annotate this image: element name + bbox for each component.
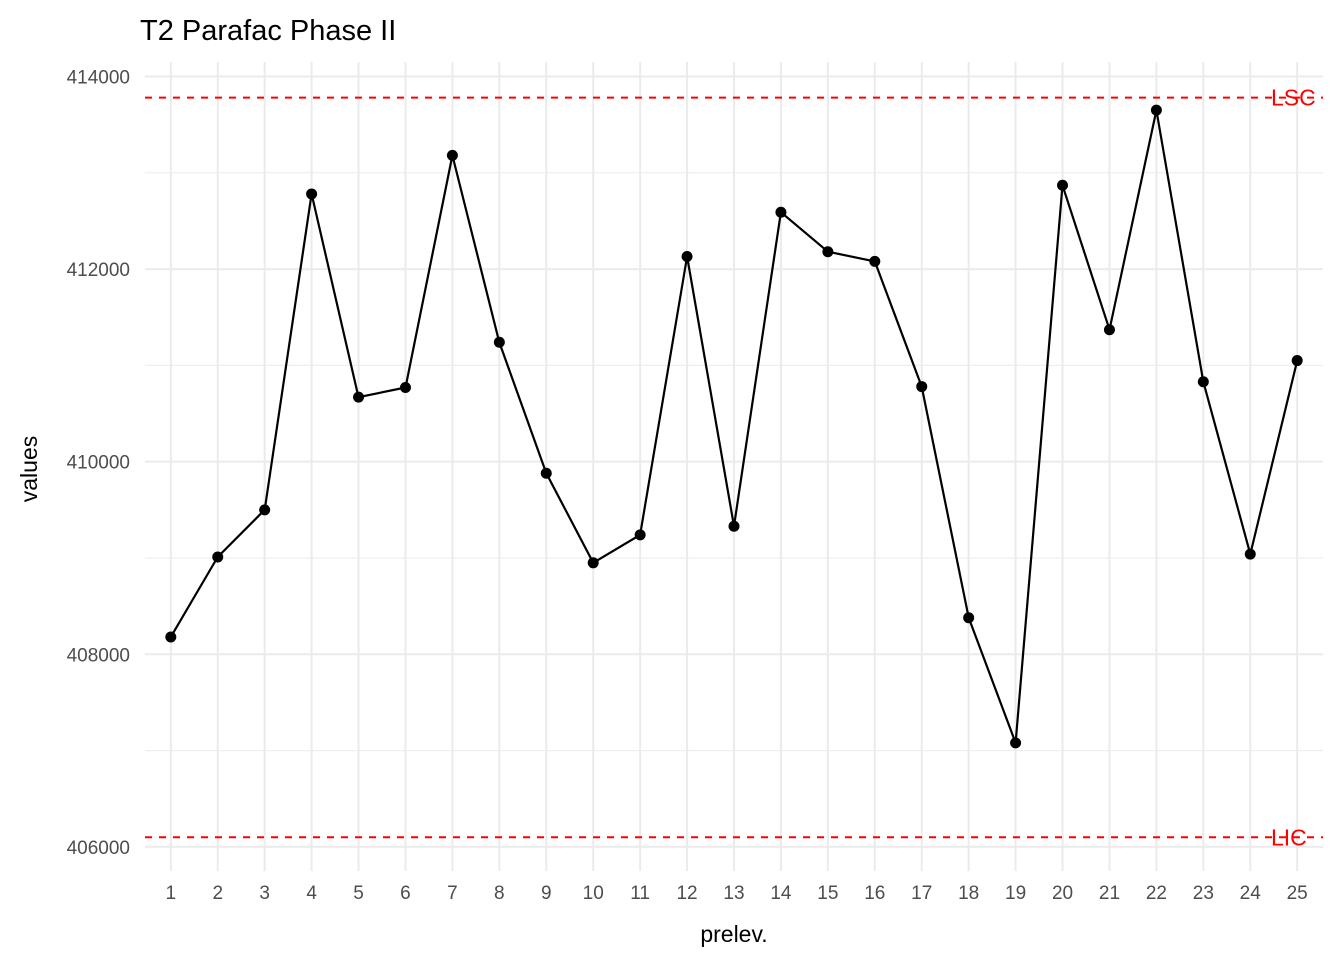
data-point (681, 251, 693, 263)
x-axis-title: prelev. (700, 921, 767, 947)
x-tick-label: 12 (676, 883, 697, 904)
x-tick-label: 15 (817, 883, 838, 904)
data-point (1103, 324, 1115, 336)
y-axis-title: values (16, 436, 42, 502)
major-gridlines (145, 62, 1323, 871)
data-point (587, 557, 599, 569)
x-tick-label: 18 (958, 883, 979, 904)
data-point (916, 381, 928, 393)
x-tick-label: 22 (1146, 883, 1167, 904)
x-tick-label: 23 (1193, 883, 1214, 904)
x-tick-label: 5 (353, 883, 364, 904)
x-tick-label: 7 (447, 883, 458, 904)
x-tick-label: 21 (1099, 883, 1120, 904)
data-point (353, 391, 365, 403)
x-tick-label: 16 (864, 883, 885, 904)
limit-label-lic: LIC (1271, 824, 1307, 850)
x-axis-ticks: 1 2 3 4 5 6 7 8 9 10 11 12 13 14 15 16 17 18 19 20 21 22 23 24 2… (166, 883, 1308, 904)
y-tick-label: 406000 (67, 838, 130, 859)
data-point (540, 467, 552, 479)
chart-title: T2 Parafac Phase II (140, 15, 396, 47)
data-point (634, 529, 646, 541)
y-tick-label: 414000 (67, 67, 130, 88)
data-point (869, 255, 881, 267)
data-point (1057, 179, 1069, 191)
data-point (399, 382, 411, 394)
data-point (259, 504, 271, 516)
x-tick-label: 19 (1005, 883, 1026, 904)
control-limits: LSC LIC (145, 85, 1323, 850)
data-point (493, 336, 505, 348)
data-point (1291, 355, 1303, 367)
y-tick-label: 410000 (67, 453, 130, 474)
x-tick-label: 17 (911, 883, 932, 904)
data-point (775, 206, 787, 218)
data-point (446, 149, 458, 161)
data-point (822, 246, 834, 258)
limit-label-lsc: LSC (1271, 85, 1316, 111)
x-tick-label: 24 (1240, 883, 1262, 904)
data-point (306, 188, 318, 200)
x-tick-label: 4 (306, 883, 317, 904)
x-tick-label: 6 (400, 883, 411, 904)
y-tick-label: 408000 (67, 645, 130, 666)
x-tick-label: 25 (1287, 883, 1308, 904)
x-tick-label: 1 (166, 883, 177, 904)
x-tick-label: 10 (583, 883, 604, 904)
data-point (1197, 376, 1209, 388)
data-point (1244, 548, 1256, 560)
series-values (165, 104, 1303, 749)
x-tick-label: 8 (494, 883, 505, 904)
x-tick-label: 14 (770, 883, 792, 904)
x-tick-label: 13 (723, 883, 744, 904)
data-point (1010, 737, 1022, 749)
x-tick-label: 11 (630, 883, 650, 904)
data-point (963, 612, 975, 624)
data-point (728, 520, 740, 532)
data-point (165, 631, 177, 643)
x-tick-label: 3 (259, 883, 270, 904)
y-tick-label: 412000 (67, 260, 130, 281)
x-tick-label: 9 (541, 883, 552, 904)
data-point (212, 551, 224, 563)
x-tick-label: 20 (1052, 883, 1073, 904)
y-axis-ticks: 406000 408000 410000 412000 414000 (67, 67, 130, 858)
x-tick-label: 2 (212, 883, 223, 904)
data-point (1150, 104, 1162, 116)
